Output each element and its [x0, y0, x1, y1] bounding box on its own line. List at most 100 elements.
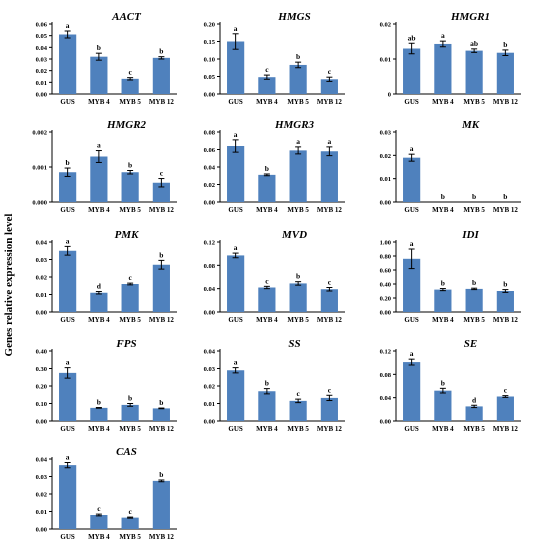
y-tick-label: 0.02 [36, 275, 47, 282]
bar [403, 157, 421, 202]
y-tick-label: 0.03 [36, 257, 48, 264]
y-tick-label: 0.05 [204, 74, 216, 81]
bar [227, 370, 245, 421]
y-tick-label: 0.60 [380, 268, 391, 275]
bar [434, 390, 452, 421]
x-tick-label: MYB 4 [256, 206, 278, 214]
y-tick-label: 0.08 [204, 263, 216, 270]
x-tick-label: MYB 12 [149, 316, 175, 324]
y-tick-label: 0.80 [380, 254, 391, 261]
x-tick-label: MYB 4 [432, 425, 454, 433]
y-tick-label: 0.02 [380, 153, 391, 160]
x-tick-label: GUS [60, 533, 75, 541]
y-tick-label: 0.05 [36, 33, 48, 40]
significance-label: d [472, 395, 477, 404]
panel-title: AACT [111, 11, 142, 23]
x-tick-label: GUS [404, 316, 419, 324]
x-tick-label: MYB 5 [119, 533, 141, 541]
significance-label: b [97, 43, 101, 52]
bar [121, 78, 139, 94]
significance-label: c [160, 169, 164, 178]
bar [90, 407, 108, 421]
y-tick-label: 0.06 [204, 147, 216, 154]
bar [258, 174, 276, 202]
x-tick-label: MYB 12 [493, 206, 519, 214]
y-tick-label: 0.02 [380, 22, 391, 29]
x-tick-label: MYB 5 [463, 316, 485, 324]
panel-mvd: MVD 0.00 0.04 0.08 0.12 a GUS c MYB 4 b MYB 5 c MYB … [204, 229, 345, 324]
x-tick-label: MYB 5 [119, 98, 141, 106]
x-tick-label: MYB 5 [287, 425, 309, 433]
significance-label: b [296, 272, 300, 281]
significance-label: c [328, 67, 332, 76]
y-tick-label: 0.04 [36, 240, 48, 247]
x-tick-label: MYB 4 [256, 316, 278, 324]
y-tick-label: 0.08 [380, 372, 392, 379]
bar [320, 79, 338, 94]
significance-label: ab [408, 33, 416, 42]
significance-label: a [328, 137, 332, 146]
x-tick-label: MYB 4 [256, 98, 278, 106]
x-tick-label: MYB 12 [317, 98, 343, 106]
bar [289, 150, 307, 202]
significance-label: b [441, 279, 445, 288]
panel-ss: SS 0.00 0.01 0.02 0.03 0.04 a GUS b MYB 4 c MYB 5 c M… [204, 338, 345, 433]
y-tick-label: 0.30 [36, 366, 47, 373]
panel-hmgr3: HMGR3 0.00 0.02 0.04 0.06 0.08 a GUS b MYB 4 a MYB … [204, 119, 345, 214]
y-tick-label: 0.000 [32, 200, 47, 207]
y-tick-label: 0.01 [36, 509, 47, 516]
significance-label: b [128, 161, 132, 170]
significance-label: a [234, 358, 238, 367]
y-tick-label: 0.02 [36, 492, 47, 499]
panel-title: FPS [115, 338, 136, 350]
panel-title: IDI [461, 229, 479, 241]
significance-label: a [410, 349, 414, 358]
x-tick-label: MYB 12 [149, 533, 175, 541]
y-tick-label: 0.00 [380, 200, 391, 207]
y-tick-label: 0.00 [380, 310, 391, 317]
y-tick-label: 0.01 [36, 80, 47, 87]
y-tick-label: 0.12 [204, 240, 215, 247]
significance-label: b [265, 164, 269, 173]
y-tick-label: 0.00 [380, 419, 391, 426]
significance-label: a [66, 453, 70, 462]
x-tick-label: MYB 5 [463, 206, 485, 214]
y-tick-label: 0.40 [36, 349, 47, 356]
y-tick-label: 0.03 [204, 366, 216, 373]
bar [465, 50, 483, 94]
y-tick-label: 0.04 [204, 286, 216, 293]
bar [152, 57, 170, 94]
y-tick-label: 0.01 [204, 401, 215, 408]
bar [59, 250, 77, 312]
bar [465, 406, 483, 421]
significance-label: c [128, 68, 132, 77]
x-tick-label: MYB 4 [256, 425, 278, 433]
bar [496, 291, 514, 312]
panel-fps: FPS 0.00 0.10 0.20 0.30 0.40 a GUS b MYB 4 b MYB 5 b… [36, 338, 177, 433]
x-tick-label: MYB 5 [463, 425, 485, 433]
x-tick-label: GUS [228, 98, 243, 106]
x-tick-label: GUS [404, 425, 419, 433]
bar [403, 258, 421, 312]
significance-label: b [97, 398, 101, 407]
panel-hmgr2: HMGR2 0.000 0.001 0.002 b GUS a MYB 4 b MYB 5 c MYB… [32, 119, 177, 214]
x-tick-label: MYB 12 [317, 206, 343, 214]
x-tick-label: MYB 12 [149, 206, 175, 214]
bar [258, 391, 276, 421]
y-tick-label: 0.04 [204, 349, 216, 356]
x-tick-label: MYB 12 [317, 425, 343, 433]
y-tick-label: 0.04 [36, 457, 48, 464]
bar [320, 151, 338, 202]
significance-label: c [97, 504, 101, 513]
y-tick-label: 0.10 [36, 401, 47, 408]
panel-title: HMGR1 [450, 11, 490, 23]
panels: AACT 0.00 0.01 0.02 0.03 0.04 0.05 0.06 a GUS b MYB… [32, 11, 521, 541]
significance-label: c [128, 273, 132, 282]
y-tick-label: 0.02 [204, 182, 215, 189]
significance-label: c [265, 276, 269, 285]
y-tick-label: 0.02 [204, 384, 215, 391]
x-tick-label: GUS [60, 316, 75, 324]
significance-label: b [441, 192, 445, 201]
significance-label: a [296, 137, 300, 146]
